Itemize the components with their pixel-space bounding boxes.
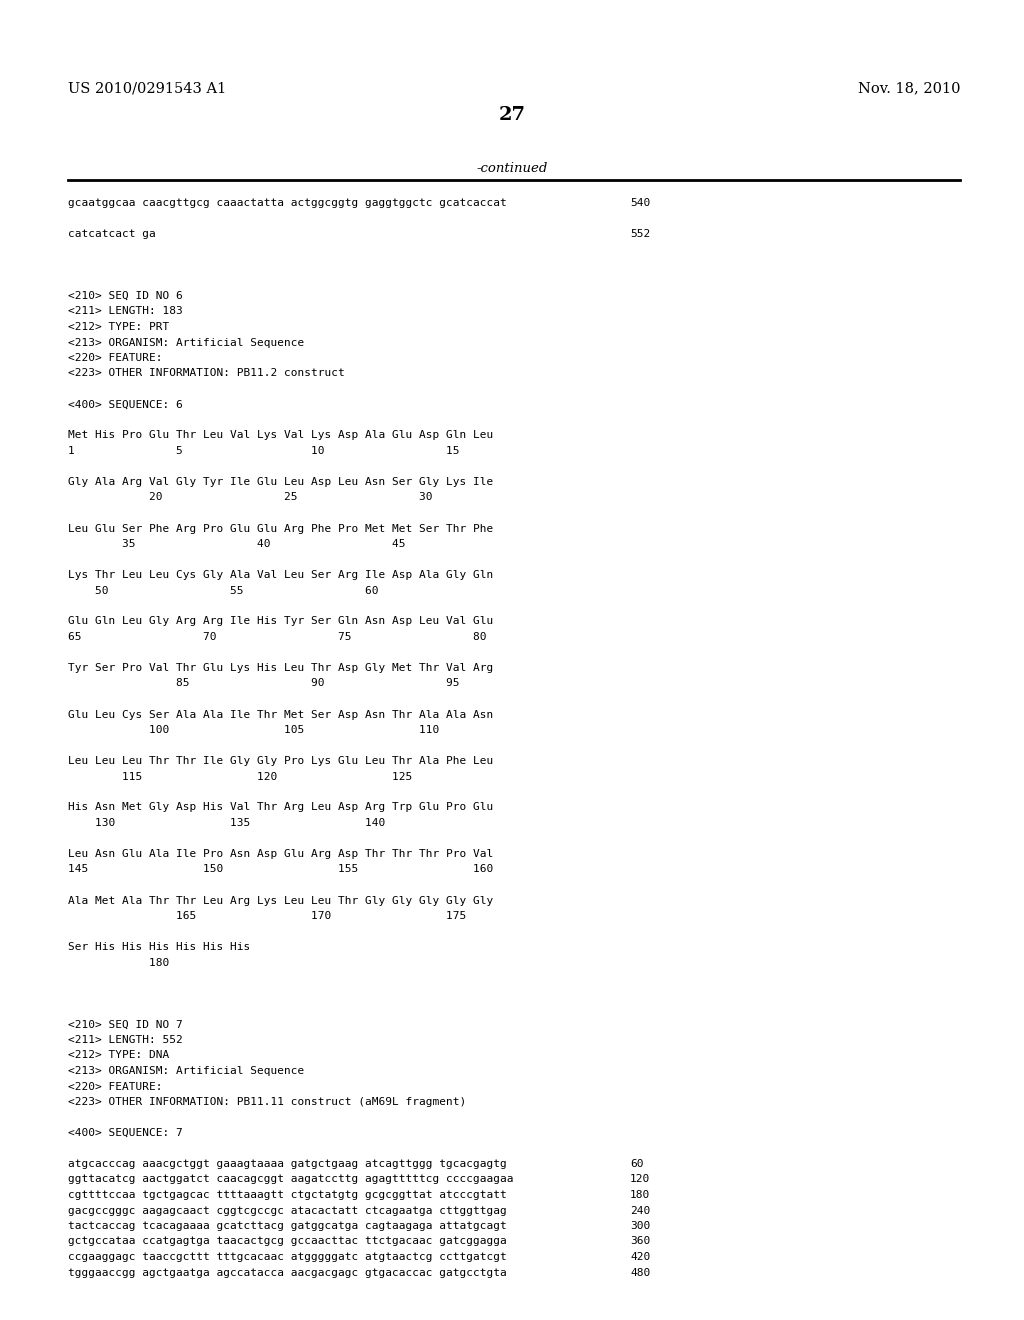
Text: 180: 180 [68, 957, 169, 968]
Text: Tyr Ser Pro Val Thr Glu Lys His Leu Thr Asp Gly Met Thr Val Arg: Tyr Ser Pro Val Thr Glu Lys His Leu Thr … [68, 663, 494, 673]
Text: <223> OTHER INFORMATION: PB11.2 construct: <223> OTHER INFORMATION: PB11.2 construc… [68, 368, 345, 379]
Text: <220> FEATURE:: <220> FEATURE: [68, 1081, 163, 1092]
Text: <213> ORGANISM: Artificial Sequence: <213> ORGANISM: Artificial Sequence [68, 338, 304, 347]
Text: atgcacccag aaacgctggt gaaagtaaaa gatgctgaag atcagttggg tgcacgagtg: atgcacccag aaacgctggt gaaagtaaaa gatgctg… [68, 1159, 507, 1170]
Text: 300: 300 [630, 1221, 650, 1232]
Text: catcatcact ga: catcatcact ga [68, 228, 156, 239]
Text: 65                  70                  75                  80: 65 70 75 80 [68, 632, 486, 642]
Text: 1               5                   10                  15: 1 5 10 15 [68, 446, 460, 455]
Text: 130                 135                 140: 130 135 140 [68, 818, 385, 828]
Text: Leu Glu Ser Phe Arg Pro Glu Glu Arg Phe Pro Met Met Ser Thr Phe: Leu Glu Ser Phe Arg Pro Glu Glu Arg Phe … [68, 524, 494, 533]
Text: ccgaaggagc taaccgcttt tttgcacaac atgggggatc atgtaactcg ccttgatcgt: ccgaaggagc taaccgcttt tttgcacaac atggggg… [68, 1251, 507, 1262]
Text: Leu Asn Glu Ala Ile Pro Asn Asp Glu Arg Asp Thr Thr Thr Pro Val: Leu Asn Glu Ala Ile Pro Asn Asp Glu Arg … [68, 849, 494, 859]
Text: 27: 27 [499, 106, 525, 124]
Text: Leu Leu Leu Thr Thr Ile Gly Gly Pro Lys Glu Leu Thr Ala Phe Leu: Leu Leu Leu Thr Thr Ile Gly Gly Pro Lys … [68, 756, 494, 766]
Text: tactcaccag tcacagaaaa gcatcttacg gatggcatga cagtaagaga attatgcagt: tactcaccag tcacagaaaa gcatcttacg gatggca… [68, 1221, 507, 1232]
Text: <400> SEQUENCE: 7: <400> SEQUENCE: 7 [68, 1129, 182, 1138]
Text: 50                  55                  60: 50 55 60 [68, 586, 379, 595]
Text: Lys Thr Leu Leu Cys Gly Ala Val Leu Ser Arg Ile Asp Ala Gly Gln: Lys Thr Leu Leu Cys Gly Ala Val Leu Ser … [68, 570, 494, 579]
Text: Glu Gln Leu Gly Arg Arg Ile His Tyr Ser Gln Asn Asp Leu Val Glu: Glu Gln Leu Gly Arg Arg Ile His Tyr Ser … [68, 616, 494, 627]
Text: <210> SEQ ID NO 7: <210> SEQ ID NO 7 [68, 1019, 182, 1030]
Text: His Asn Met Gly Asp His Val Thr Arg Leu Asp Arg Trp Glu Pro Glu: His Asn Met Gly Asp His Val Thr Arg Leu … [68, 803, 494, 813]
Text: tgggaaccgg agctgaatga agccatacca aacgacgagc gtgacaccac gatgcctgta: tgggaaccgg agctgaatga agccatacca aacgacg… [68, 1267, 507, 1278]
Text: 540: 540 [630, 198, 650, 209]
Text: Ala Met Ala Thr Thr Leu Arg Lys Leu Leu Thr Gly Gly Gly Gly Gly: Ala Met Ala Thr Thr Leu Arg Lys Leu Leu … [68, 895, 494, 906]
Text: <223> OTHER INFORMATION: PB11.11 construct (aM69L fragment): <223> OTHER INFORMATION: PB11.11 constru… [68, 1097, 466, 1107]
Text: 20                  25                  30: 20 25 30 [68, 492, 432, 503]
Text: 145                 150                 155                 160: 145 150 155 160 [68, 865, 494, 874]
Text: Ser His His His His His His: Ser His His His His His His [68, 942, 250, 952]
Text: 35                  40                  45: 35 40 45 [68, 539, 406, 549]
Text: <210> SEQ ID NO 6: <210> SEQ ID NO 6 [68, 290, 182, 301]
Text: <212> TYPE: PRT: <212> TYPE: PRT [68, 322, 169, 333]
Text: 552: 552 [630, 228, 650, 239]
Text: 480: 480 [630, 1267, 650, 1278]
Text: US 2010/0291543 A1: US 2010/0291543 A1 [68, 81, 226, 95]
Text: 420: 420 [630, 1251, 650, 1262]
Text: ggttacatcg aactggatct caacagcggt aagatccttg agagtttttcg ccccgaagaa: ggttacatcg aactggatct caacagcggt aagatcc… [68, 1175, 513, 1184]
Text: <212> TYPE: DNA: <212> TYPE: DNA [68, 1051, 169, 1060]
Text: 115                 120                 125: 115 120 125 [68, 771, 413, 781]
Text: Glu Leu Cys Ser Ala Ala Ile Thr Met Ser Asp Asn Thr Ala Ala Asn: Glu Leu Cys Ser Ala Ala Ile Thr Met Ser … [68, 710, 494, 719]
Text: <400> SEQUENCE: 6: <400> SEQUENCE: 6 [68, 400, 182, 409]
Text: 120: 120 [630, 1175, 650, 1184]
Text: <211> LENGTH: 183: <211> LENGTH: 183 [68, 306, 182, 317]
Text: 240: 240 [630, 1205, 650, 1216]
Text: 180: 180 [630, 1191, 650, 1200]
Text: <211> LENGTH: 552: <211> LENGTH: 552 [68, 1035, 182, 1045]
Text: gacgccgggc aagagcaact cggtcgccgc atacactatt ctcagaatga cttggttgag: gacgccgggc aagagcaact cggtcgccgc atacact… [68, 1205, 507, 1216]
Text: Nov. 18, 2010: Nov. 18, 2010 [857, 81, 961, 95]
Text: <220> FEATURE:: <220> FEATURE: [68, 352, 163, 363]
Text: 165                 170                 175: 165 170 175 [68, 911, 466, 921]
Text: Gly Ala Arg Val Gly Tyr Ile Glu Leu Asp Leu Asn Ser Gly Lys Ile: Gly Ala Arg Val Gly Tyr Ile Glu Leu Asp … [68, 477, 494, 487]
Text: gcaatggcaa caacgttgcg caaactatta actggcggtg gaggtggctc gcatcaccat: gcaatggcaa caacgttgcg caaactatta actggcg… [68, 198, 507, 209]
Text: 60: 60 [630, 1159, 643, 1170]
Text: gctgccataa ccatgagtga taacactgcg gccaacttac ttctgacaac gatcggagga: gctgccataa ccatgagtga taacactgcg gccaact… [68, 1237, 507, 1246]
Text: 85                  90                  95: 85 90 95 [68, 678, 460, 689]
Text: 360: 360 [630, 1237, 650, 1246]
Text: 100                 105                 110: 100 105 110 [68, 725, 439, 735]
Text: <213> ORGANISM: Artificial Sequence: <213> ORGANISM: Artificial Sequence [68, 1067, 304, 1076]
Text: Met His Pro Glu Thr Leu Val Lys Val Lys Asp Ala Glu Asp Gln Leu: Met His Pro Glu Thr Leu Val Lys Val Lys … [68, 430, 494, 441]
Text: -continued: -continued [476, 161, 548, 174]
Text: cgttttccaa tgctgagcac ttttaaagtt ctgctatgtg gcgcggttat atcccgtatt: cgttttccaa tgctgagcac ttttaaagtt ctgctat… [68, 1191, 507, 1200]
